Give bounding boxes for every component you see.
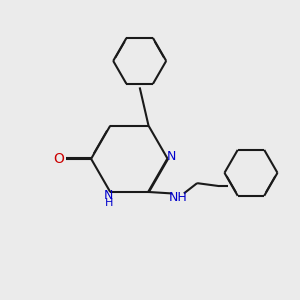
Text: N: N: [104, 189, 113, 202]
Text: H: H: [105, 198, 113, 208]
Text: NH: NH: [169, 191, 187, 204]
Text: O: O: [53, 152, 64, 166]
Text: N: N: [167, 150, 176, 163]
